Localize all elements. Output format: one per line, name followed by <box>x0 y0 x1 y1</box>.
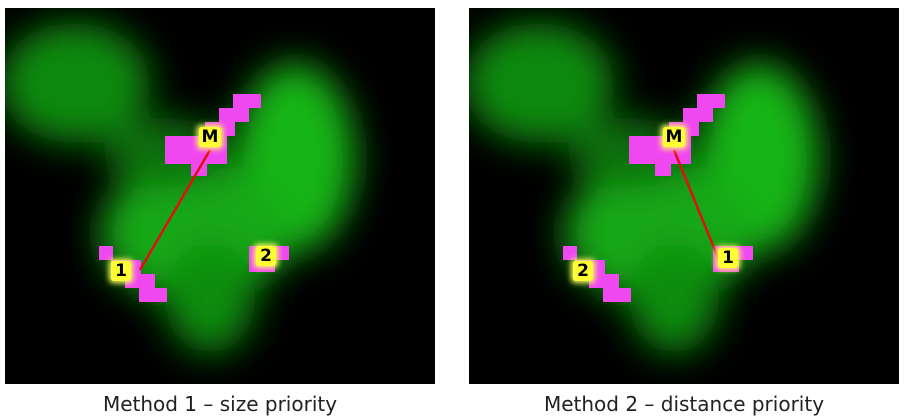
marker: 2 <box>254 244 278 268</box>
marker: M <box>197 125 223 149</box>
marker: 2 <box>571 259 595 283</box>
micrograph <box>464 8 899 384</box>
micrograph <box>0 8 435 384</box>
panel: M 2 1 <box>464 8 899 384</box>
caption: Method 1 – size priority <box>103 392 337 416</box>
panel: M 1 2 <box>0 8 435 384</box>
marker: 1 <box>109 259 133 283</box>
marker-label: 2 <box>260 246 272 266</box>
marker-label: 1 <box>722 248 734 268</box>
marker: 1 <box>716 246 740 270</box>
marker: M <box>661 125 687 149</box>
marker-label: 2 <box>577 261 589 281</box>
caption: Method 2 – distance priority <box>544 392 824 416</box>
marker-label: M <box>666 127 683 147</box>
marker-label: M <box>202 127 219 147</box>
marker-label: 1 <box>115 261 127 281</box>
figure: M 1 2 Method 1 – size priority M 2 1 Met… <box>0 0 904 419</box>
